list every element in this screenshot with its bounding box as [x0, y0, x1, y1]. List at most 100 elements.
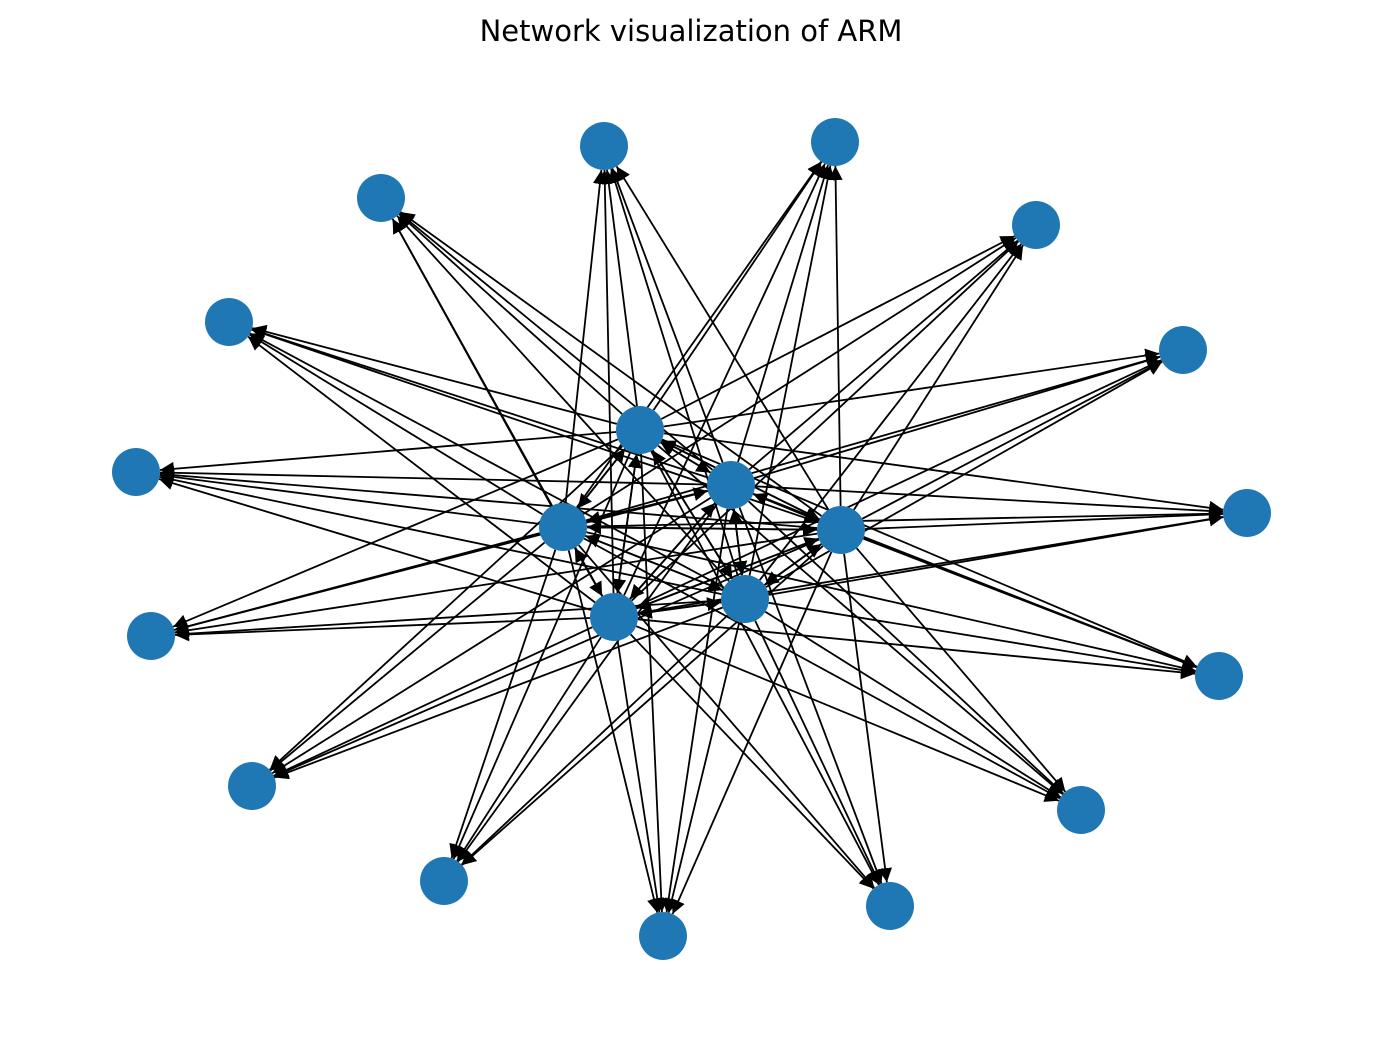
- outer-node: [112, 448, 160, 496]
- edge-arrow: [661, 508, 729, 913]
- edge-arrow: [616, 640, 665, 913]
- outer-node: [639, 912, 687, 960]
- edge-arrow: [754, 485, 1224, 518]
- edge-arrow: [768, 512, 1224, 596]
- hub-node: [590, 593, 638, 641]
- outer-node: [866, 882, 914, 930]
- edge-arrow: [274, 606, 723, 780]
- edge-arrow: [249, 332, 725, 589]
- edge-arrow: [576, 161, 822, 508]
- edge-arrow: [247, 335, 596, 604]
- hub-node: [721, 575, 769, 623]
- edge-arrow: [765, 361, 1163, 588]
- edge-arrow: [608, 168, 739, 577]
- edge-arrow: [159, 469, 540, 525]
- edge-arrow: [564, 169, 607, 504]
- edge-arrow: [249, 333, 543, 516]
- edge-arrow: [855, 547, 1067, 793]
- edge-arrow: [251, 327, 709, 479]
- edge-arrow: [763, 543, 823, 586]
- edge-arrow: [764, 611, 1062, 798]
- outer-node: [205, 298, 253, 346]
- edge-arrow: [768, 601, 1196, 677]
- edge-arrow: [584, 534, 724, 592]
- edge-arrow: [623, 163, 826, 596]
- edge-arrow: [652, 161, 823, 411]
- edge-arrow: [399, 211, 823, 517]
- edge-arrow: [582, 237, 1017, 515]
- edge-arrow: [629, 633, 875, 890]
- edge-arrow: [861, 360, 1163, 520]
- edge-arrow: [640, 453, 669, 913]
- edge-arrow: [586, 487, 708, 523]
- edge-arrow: [748, 239, 1019, 471]
- edge-arrow: [273, 626, 593, 777]
- edge-arrow: [398, 213, 623, 415]
- edge-arrow: [630, 240, 1020, 602]
- edge-arrow: [159, 472, 722, 595]
- edge-arrow: [671, 551, 833, 915]
- edge-arrow: [174, 617, 591, 642]
- edge-arrow: [651, 449, 734, 580]
- edge-arrow: [457, 503, 718, 863]
- outer-node: [1195, 652, 1243, 700]
- edge-arrow: [737, 164, 831, 463]
- edge-arrow: [460, 614, 729, 866]
- outer-node: [420, 857, 468, 905]
- edge-arrow: [663, 348, 1160, 428]
- edge-arrow: [636, 537, 819, 610]
- edge-arrow: [158, 476, 592, 611]
- edge-arrow: [456, 636, 602, 862]
- edge-arrow: [663, 432, 1224, 515]
- outer-node: [127, 612, 175, 660]
- edge-arrow: [174, 532, 818, 638]
- edge-arrow: [863, 537, 1197, 669]
- edge-arrow: [758, 243, 1023, 581]
- hub-node: [616, 406, 664, 454]
- edge-arrow: [461, 545, 824, 866]
- outer-node: [1057, 786, 1105, 834]
- edge-arrow: [635, 625, 1060, 802]
- edge-arrow: [853, 244, 1024, 511]
- edge-arrow: [828, 165, 843, 507]
- edge-arrow: [637, 601, 722, 619]
- edge-arrow: [586, 531, 1196, 675]
- edge-arrow: [159, 431, 617, 476]
- edge-arrow: [586, 506, 1224, 528]
- hub-node: [539, 503, 587, 551]
- edge-arrow: [637, 618, 1196, 680]
- edge-arrow: [864, 507, 1224, 530]
- outer-node: [228, 762, 276, 810]
- edge-arrow: [843, 553, 893, 883]
- outer-node: [1012, 201, 1060, 249]
- outer-node: [580, 122, 628, 170]
- edge-arrow: [251, 324, 618, 425]
- outer-node: [1159, 326, 1207, 374]
- edge-arrow: [753, 354, 1161, 479]
- edge-arrow: [738, 507, 884, 884]
- edge-arrow: [665, 622, 741, 913]
- edge-arrow: [449, 549, 557, 859]
- edge-arrow: [271, 497, 712, 774]
- hub-node: [707, 461, 755, 509]
- edge-arrow: [615, 165, 830, 511]
- edge-arrow: [159, 468, 818, 529]
- edge-arrow: [748, 165, 835, 576]
- edge-arrow: [747, 500, 1065, 795]
- edge-arrow: [728, 508, 743, 576]
- edge-arrow: [396, 215, 730, 582]
- edge-arrow: [629, 502, 716, 600]
- edge-arrow: [597, 169, 615, 594]
- node-layer: [112, 118, 1271, 960]
- outer-node: [811, 118, 859, 166]
- edge-arrow: [601, 169, 638, 407]
- edge-arrow: [585, 353, 1161, 522]
- edge-arrow: [269, 541, 546, 772]
- edge-arrow: [172, 438, 619, 628]
- hub-node: [817, 506, 865, 554]
- edge-arrow: [269, 445, 623, 771]
- edge-arrow: [173, 532, 541, 634]
- edge-arrow: [754, 620, 881, 885]
- figure-title: Network visualization of ARM: [479, 14, 903, 48]
